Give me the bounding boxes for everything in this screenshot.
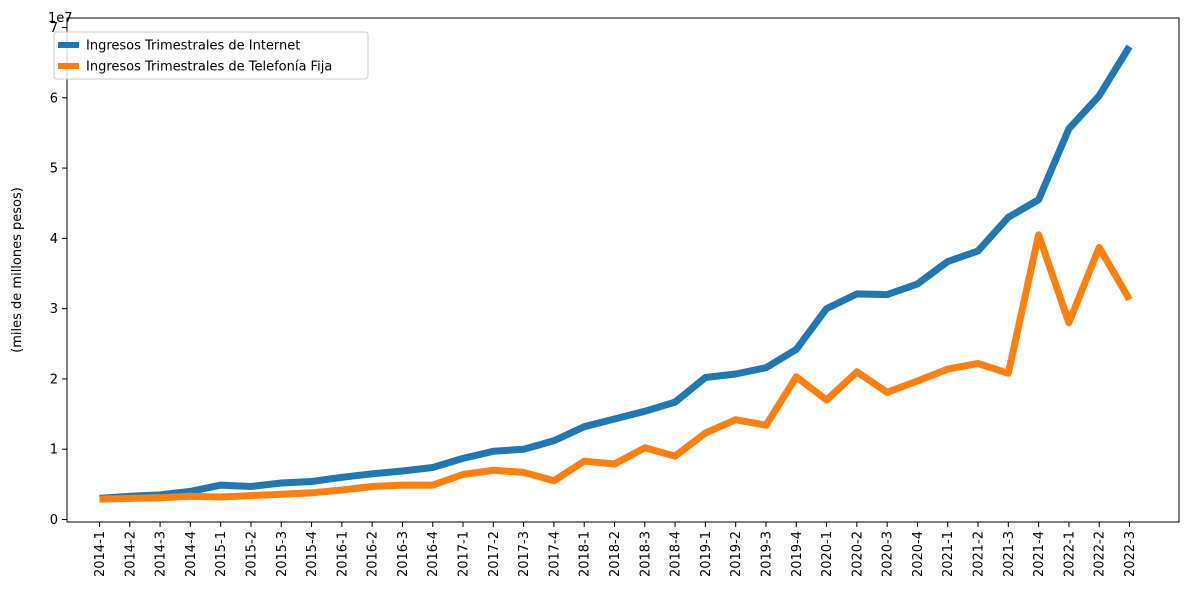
x-tick-label: 2021-1 [941, 531, 956, 577]
y-tick-label: 4 [50, 232, 58, 247]
x-tick-label: 2019-3 [759, 531, 774, 577]
x-tick-label: 2014-3 [154, 531, 169, 577]
x-tick-label: 2017-1 [457, 531, 472, 577]
x-tick-label: 2014-2 [123, 531, 138, 577]
x-tick-label: 2016-1 [335, 531, 350, 577]
y-axis-label: (miles de millones pesos) [10, 187, 25, 353]
x-tick-label: 2018-2 [608, 531, 623, 577]
series-line-1 [99, 231, 1133, 503]
legend-box [53, 31, 369, 80]
x-tick-label: 2019-2 [729, 531, 744, 577]
y-tick-label: 6 [50, 91, 58, 106]
legend-label-internet: Ingresos Trimestrales de Internet [86, 39, 300, 54]
x-tick-label: 2020-4 [911, 531, 926, 577]
x-tick-label: 2020-2 [850, 531, 865, 577]
x-tick-label: 2019-4 [790, 531, 805, 577]
y-tick-label: 3 [50, 302, 58, 317]
y-axis: 0 1 2 3 4 5 6 7 [50, 21, 67, 528]
x-tick-label: 2020-1 [820, 531, 835, 577]
x-tick-label: 2015-1 [214, 531, 229, 577]
x-tick-label: 2014-4 [184, 531, 199, 577]
x-tick-label: 2017-2 [487, 531, 502, 577]
y-axis-multiplier: 1e7 [48, 11, 73, 26]
x-tick-label: 2014-1 [93, 531, 108, 577]
x-tick-label: 2015-4 [305, 531, 320, 577]
x-tick-label: 2022-3 [1123, 531, 1138, 577]
x-tick-label: 2022-2 [1093, 531, 1108, 577]
x-tick-label: 2017-3 [517, 531, 532, 577]
x-tick-label: 2019-1 [699, 531, 714, 577]
y-tick-label: 5 [50, 162, 58, 177]
x-tick-label: 2018-1 [578, 531, 593, 577]
x-tick-label: 2018-3 [638, 531, 653, 577]
x-tick-label: 2017-4 [547, 531, 562, 577]
x-tick-label: 2015-3 [275, 531, 290, 577]
series-layer [99, 44, 1133, 503]
x-tick-label: 2016-4 [426, 531, 441, 577]
y-tick-label: 1 [50, 443, 58, 458]
x-axis: 2014-1 2014-2 2014-3 2014-4 2015-1 2015-2 2015… [93, 522, 1138, 577]
x-tick-label: 2018-4 [669, 531, 684, 577]
series-line-0 [99, 44, 1133, 502]
y-tick-label: 2 [50, 372, 58, 387]
plot-area [66, 17, 1180, 523]
x-tick-label: 2016-2 [366, 531, 381, 577]
legend-label-telefonia-fija: Ingresos Trimestrales de Telefonía Fija [86, 60, 332, 75]
x-tick-label: 2021-4 [1032, 531, 1047, 577]
y-tick-label: 0 [50, 513, 58, 528]
x-tick-label: 2021-2 [972, 531, 987, 577]
x-tick-label: 2021-3 [1002, 531, 1017, 577]
x-tick-label: 2015-2 [244, 531, 259, 577]
legend: Ingresos Trimestrales de Internet Ingres… [53, 31, 369, 80]
x-tick-label: 2016-3 [396, 531, 411, 577]
x-tick-label: 2022-1 [1062, 531, 1077, 577]
y-tick-label: 7 [50, 21, 58, 36]
x-tick-label: 2020-3 [881, 531, 896, 577]
